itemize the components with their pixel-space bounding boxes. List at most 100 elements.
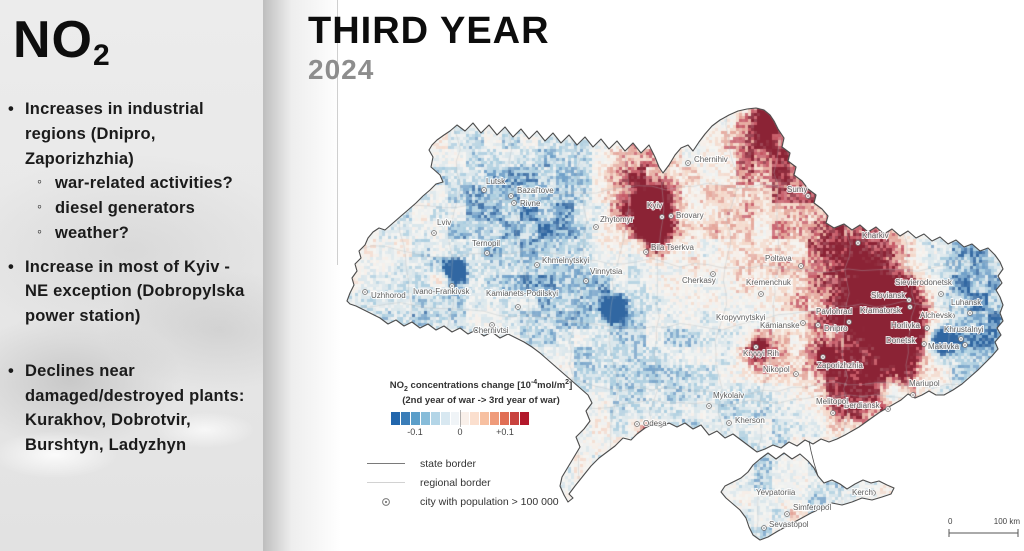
arabat-spit-line [808, 440, 819, 477]
city-label: Yevpatoriia [756, 488, 796, 497]
city-layer: Chernihiv Sumy Lutsk Bazal'tove Rivne Lviv Ter… [362, 154, 985, 531]
city-marker-dot [923, 343, 925, 345]
city-marker-dot [795, 373, 797, 375]
bullet-text: weather? [55, 223, 130, 242]
colorbar-cell [440, 412, 450, 426]
city-marker-dot [712, 273, 714, 275]
bullet-item: ◦ war-related activities? [8, 171, 255, 196]
city-marker-dot [687, 162, 689, 164]
city: Kamianske [759, 320, 806, 331]
colorbar-cell [391, 412, 400, 426]
city-label: Uzhhorod [371, 291, 406, 300]
legend-item-city-marker: city with population > 100 000 [358, 492, 604, 511]
city: Horlivka [890, 320, 930, 331]
city: Zhytomyr [593, 214, 635, 230]
city-marker-dot [908, 299, 910, 301]
legend-item-label: state border [420, 457, 477, 470]
city-marker-dot [951, 315, 953, 317]
colorbar-cell [430, 412, 440, 426]
legend-colorbar [391, 410, 529, 428]
city-marker-dot [960, 338, 962, 340]
legend-title: NO2 concentrations change [10-4mol/m2] [358, 379, 604, 395]
city-marker-dot [636, 423, 638, 425]
no2-change-raster [340, 95, 1024, 551]
colorbar-cell [400, 412, 410, 426]
city: Chernihiv [685, 154, 729, 166]
colorbar-cell [510, 412, 519, 426]
bullet-glyph: • [8, 100, 14, 118]
city-marker-dot [661, 216, 663, 218]
city: Berdiansk [843, 400, 891, 412]
city-marker-dot [767, 324, 769, 326]
city: Khmelnytskyi [534, 255, 590, 268]
city-label: Zhytomyr [600, 215, 634, 224]
city: Bila Tserkva [643, 242, 696, 255]
legend-title-mid2: mol/m [537, 380, 566, 392]
city-marker-dot [807, 195, 809, 197]
bullet-text: war-related activities? [55, 174, 233, 193]
city-label: Bazal'tove [517, 186, 554, 195]
city-label: Alchevsk [920, 311, 953, 320]
legend-item-regional-border: regional border [358, 473, 604, 492]
city-label: Ivano-Frankivsk [413, 287, 470, 296]
city-label: Donetsk [886, 336, 916, 345]
city: Simferopol [784, 502, 832, 517]
city: Kramatorsk [859, 304, 913, 316]
city-marker-dot [800, 265, 802, 267]
city: Ivano-Frankivsk [412, 283, 471, 297]
city-label: Sevastopol [769, 520, 809, 529]
bullet-glyph: • [8, 361, 14, 380]
scale-bar: 0 100 km [948, 517, 1020, 539]
city-label: Vinnytsia [590, 267, 623, 276]
city: Sloviansk [870, 290, 912, 303]
city: Yevpatoriia [755, 487, 797, 498]
city: Makiivka [927, 341, 968, 352]
city-label: Berdiansk [844, 401, 881, 410]
city: Ternopil [471, 238, 501, 256]
city-marker-dot [670, 215, 672, 217]
colorbar-cell [410, 412, 420, 426]
city: Cherkasy [681, 271, 717, 286]
city-marker-dot [513, 202, 515, 204]
legend-title-sup: -4 [530, 379, 538, 386]
sidebar-heading: NO2 [0, 0, 263, 71]
city-marker-dot [451, 285, 453, 287]
city: Zaporizhzhia [816, 354, 864, 371]
city-label: Kyiv [647, 201, 662, 210]
legend-item-label: regional border [420, 476, 491, 489]
bullet-item: • Increases in industrial regions (Dnipro… [8, 97, 255, 171]
city-marker-dot [763, 527, 765, 529]
city-label: Khrustalnyi [944, 325, 984, 334]
city-marker-dot [786, 513, 788, 515]
city-label: Sumy [787, 185, 807, 194]
city: Mariupol [908, 378, 941, 398]
city: Donetsk [885, 335, 927, 347]
city-marker-dot [645, 251, 647, 253]
city-label: Sievierodonetsk [895, 278, 953, 287]
bullet-text: Declines near damaged/destroyed plants: … [25, 361, 245, 454]
city-label: Melitopol [816, 397, 848, 406]
city: Poltava [764, 253, 804, 269]
colorbar-cell [480, 412, 490, 426]
city-label: Odesa [643, 419, 667, 428]
legend-title-sub: 2 [404, 386, 408, 394]
bullet-glyph: ◦ [37, 198, 43, 214]
city-label: Kamianets-Podilskyi [486, 289, 558, 298]
city-label: Bila Tserkva [651, 243, 695, 252]
city-label: Horlivka [891, 321, 920, 330]
city: Dnipro [815, 322, 849, 334]
city-label: Rivne [520, 199, 541, 208]
colorbar-cell [500, 412, 510, 426]
legend-item-label: city with population > 100 000 [420, 495, 559, 508]
city: Sevastopol [761, 519, 810, 531]
city-marker-dot [909, 306, 911, 308]
city: Chernivtsi [472, 322, 510, 336]
legend-tick-min: -0.1 [407, 427, 423, 438]
title-block: THIRD YEAR 2024 [308, 11, 550, 86]
legend-zero-line [460, 410, 461, 428]
city: Lviv [431, 217, 452, 236]
city-label: Kherson [735, 416, 765, 425]
state-border-line-sample [366, 463, 406, 465]
map-container: Chernihiv Sumy Lutsk Bazal'tove Rivne Lviv Ter… [340, 95, 1024, 551]
city-marker-dot [536, 264, 538, 266]
